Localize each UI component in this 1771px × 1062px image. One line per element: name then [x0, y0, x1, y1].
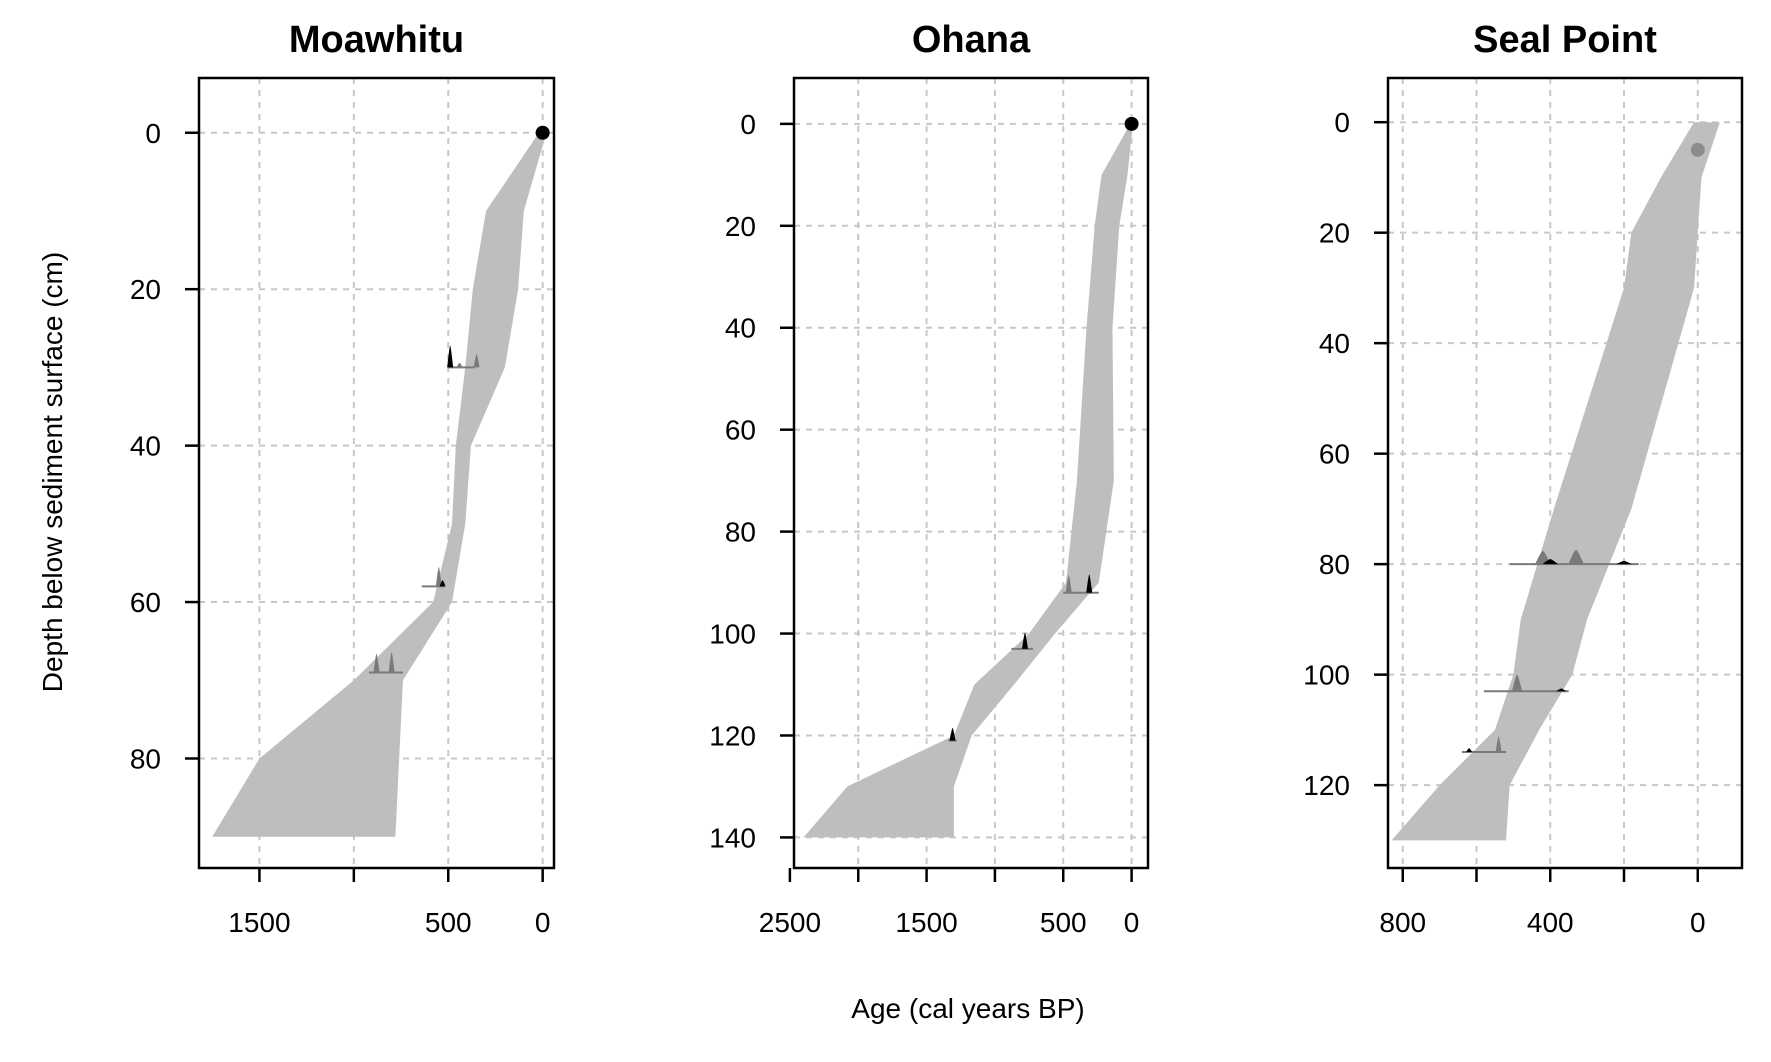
date-density-peak	[1556, 688, 1567, 692]
date-density-peak	[1535, 550, 1551, 565]
y-tick-label: 60	[130, 587, 161, 618]
x-tick-label: 800	[1379, 907, 1426, 938]
age-model-envelope	[212, 132, 547, 837]
y-tick-label: 100	[1303, 660, 1350, 691]
x-axis-title: Age (cal years BP)	[851, 993, 1084, 1024]
date-density-peak	[447, 345, 454, 368]
age-model-envelope	[1391, 122, 1720, 841]
x-tick-label: 400	[1527, 907, 1574, 938]
date-density-peak	[439, 580, 446, 587]
x-tick-label: 2500	[759, 907, 821, 938]
date-density-peak	[435, 566, 442, 587]
panel-title: Ohana	[912, 19, 1031, 61]
date-density-peak	[1466, 748, 1473, 752]
panel-2: Ohana 0 20 40 60 80 100 120 140 2500 1500 500 0	[709, 19, 1150, 938]
y-tick-label: 80	[725, 517, 756, 548]
age-model-envelope	[803, 123, 1133, 838]
y-tick-label: 40	[1319, 328, 1350, 359]
date-density-peak	[1086, 574, 1093, 593]
y-tick-label: 40	[130, 431, 161, 462]
date-density-peak	[373, 653, 380, 673]
panels: Moawhitu 0 20 40 60 80 1500 500 0 Ohana 0 20 40 60 80 1…	[130, 19, 1744, 938]
y-axis-title: Depth below sediment surface (cm)	[37, 252, 68, 692]
date-density-peak	[1495, 736, 1502, 752]
x-tick-label: 0	[1690, 907, 1706, 938]
y-tick-label: 120	[709, 720, 756, 751]
plot-frame	[1386, 76, 1744, 870]
y-tick-label: 100	[709, 619, 756, 650]
date-density-peak	[456, 362, 463, 368]
x-tick-label: 0	[1124, 907, 1140, 938]
date-density-peak	[1542, 559, 1558, 565]
y-tick-label: 120	[1303, 770, 1350, 801]
y-tick-label: 60	[725, 415, 756, 446]
y-tick-label: 60	[1319, 439, 1350, 470]
surface-date-point	[535, 125, 550, 140]
y-tick-label: 20	[1319, 218, 1350, 249]
date-density-peak	[473, 354, 480, 368]
surface-date-point	[1690, 142, 1705, 157]
x-tick-label: 1500	[895, 907, 957, 938]
y-tick-label: 80	[1319, 549, 1350, 580]
panel-1: Moawhitu 0 20 40 60 80 1500 500 0	[130, 19, 556, 938]
y-tick-label: 0	[145, 118, 161, 149]
y-tick-label: 40	[725, 313, 756, 344]
y-tick-label: 80	[130, 743, 161, 774]
x-tick-label: 500	[1040, 907, 1087, 938]
plot-frame	[197, 76, 556, 870]
date-density-peak	[388, 652, 395, 673]
date-density-peak	[1511, 674, 1523, 692]
date-density-peak	[1568, 549, 1584, 565]
panel-3: Seal Point 0 20 40 60 80 100 120 800 400 0	[1303, 19, 1744, 938]
panel-title: Moawhitu	[289, 19, 464, 61]
plot-frame	[792, 76, 1150, 870]
date-density-peak	[1065, 574, 1072, 593]
date-density-peak	[1021, 632, 1028, 649]
y-tick-label: 0	[740, 109, 756, 140]
y-tick-label: 20	[725, 211, 756, 242]
x-tick-label: 0	[535, 907, 551, 938]
x-tick-label: 500	[425, 907, 472, 938]
date-density-peak	[1616, 560, 1632, 565]
panel-title: Seal Point	[1473, 19, 1657, 61]
y-tick-label: 140	[709, 822, 756, 853]
surface-date-point	[1124, 116, 1139, 131]
y-tick-label: 20	[130, 274, 161, 305]
date-density-peak	[949, 727, 956, 741]
x-tick-label: 1500	[228, 907, 290, 938]
y-tick-label: 0	[1334, 107, 1350, 138]
